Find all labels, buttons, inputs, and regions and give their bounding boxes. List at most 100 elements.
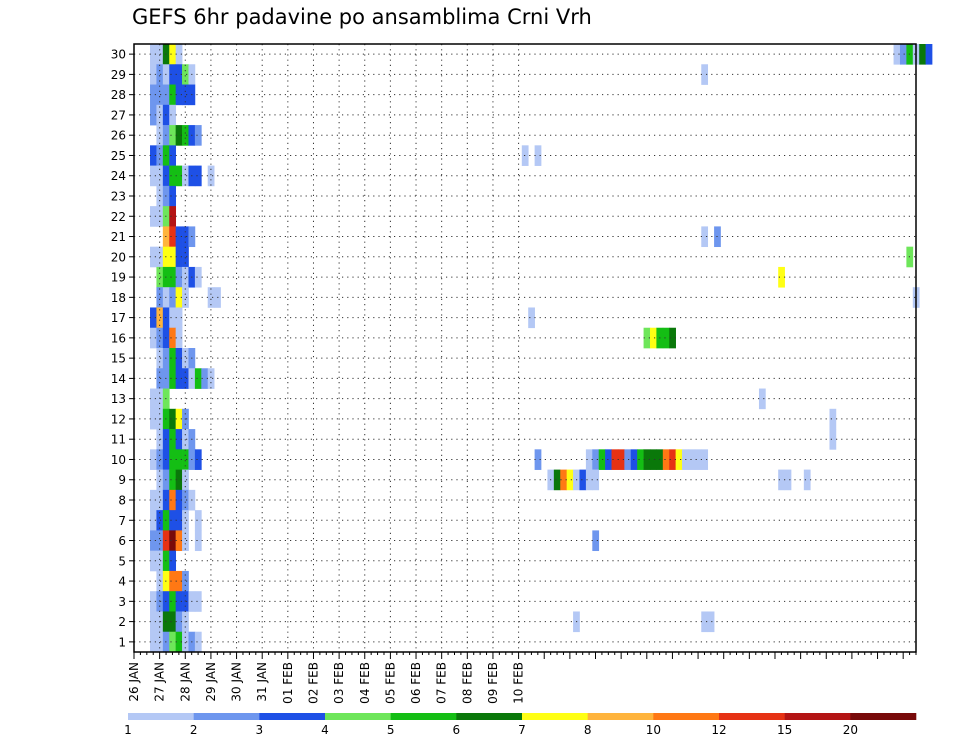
heatmap-cell (175, 266, 183, 288)
colorbar-label: 3 (256, 723, 264, 737)
y-tick-label: 26 (111, 129, 126, 143)
heatmap-cell (150, 64, 157, 85)
heatmap-cell (156, 246, 164, 268)
heatmap-cell (553, 469, 561, 491)
heatmap-cell (592, 469, 600, 491)
y-tick-label: 11 (111, 433, 126, 447)
grid-lines (134, 44, 916, 652)
heatmap-cell (175, 307, 183, 329)
heatmap-cell (829, 429, 837, 450)
heatmap-cell (169, 165, 177, 187)
heatmap-cell (169, 206, 177, 227)
heatmap-cell (592, 530, 600, 552)
y-tick-label: 4 (118, 575, 126, 589)
heatmap-cell (169, 489, 177, 511)
colorbar-swatch (456, 713, 523, 720)
heatmap-cell (169, 570, 177, 592)
heatmap-cell (175, 64, 183, 85)
x-tick-label: 28 JAN (178, 662, 192, 702)
colorbar-swatch (653, 713, 720, 720)
heatmap-cell (758, 388, 766, 410)
heatmap-cell (150, 206, 157, 227)
heatmap-cell (899, 44, 907, 65)
y-tick-label: 30 (111, 48, 126, 62)
heatmap-cell (150, 591, 157, 612)
heatmap-cell (175, 368, 183, 389)
heatmap-cell (624, 449, 632, 470)
x-tick-label: 10 FEB (512, 662, 526, 704)
heatmap-cell (585, 449, 593, 470)
heatmap-cell (175, 408, 183, 430)
y-tick-label: 12 (111, 412, 126, 426)
heatmap-cell (150, 408, 157, 430)
heatmap-cell (182, 469, 189, 491)
heatmap-cell (175, 429, 183, 450)
x-tick-label: 09 FEB (486, 662, 500, 704)
heatmap-cell (649, 327, 657, 349)
y-tick-label: 2 (118, 615, 126, 629)
heatmap-cell (829, 408, 837, 430)
x-tick-label: 08 FEB (460, 662, 474, 704)
heatmap-cell (150, 489, 157, 511)
colorbar-swatch (719, 713, 785, 720)
colorbar: 1 2 3 4 5 6 7 8 10 12 15 20 (124, 713, 917, 737)
y-tick-label: 23 (111, 190, 126, 204)
heatmap-cell (169, 307, 177, 329)
heatmap-cell (150, 84, 157, 106)
heatmap-cell (175, 246, 183, 268)
heatmap-cell (694, 449, 702, 470)
y-tick-label: 18 (111, 291, 126, 305)
heatmap-cell (182, 530, 189, 552)
y-tick-label: 21 (111, 230, 126, 244)
y-tick-label: 1 (118, 635, 126, 649)
heatmap-cell (528, 307, 535, 329)
heatmap-cell (182, 449, 189, 470)
heatmap-cell (169, 185, 177, 207)
heatmap-cell (156, 348, 164, 369)
heatmap-cell (169, 226, 177, 248)
heatmap-cell (182, 266, 189, 288)
heatmap-cell (156, 64, 164, 85)
heatmap-cell (182, 570, 189, 592)
heatmap-cell (207, 368, 215, 389)
heatmap-cell (150, 165, 157, 187)
heatmap-cell (156, 44, 164, 65)
heatmap-cell (150, 631, 157, 653)
heatmap-cell (778, 266, 785, 288)
heatmap-cell (156, 388, 164, 410)
heatmap-cell (156, 84, 164, 106)
heatmap-cell (925, 44, 933, 65)
y-tick-label: 16 (111, 331, 126, 345)
heatmap-cell (534, 449, 542, 470)
heatmap-cell (207, 287, 215, 308)
heatmap-cell (150, 611, 157, 633)
heatmap-cell (701, 449, 709, 470)
heatmap-cell (175, 570, 183, 592)
heatmap-cell (169, 266, 177, 288)
heatmap-cell (194, 125, 202, 146)
y-tick-label: 22 (111, 210, 126, 224)
heatmap-cell (175, 530, 183, 552)
heatmap-cell (169, 530, 177, 552)
colorbar-swatch (325, 713, 391, 720)
heatmap-cell (156, 570, 164, 592)
heatmap-cell (150, 388, 157, 410)
x-tick-label: 06 FEB (409, 662, 423, 704)
heatmap-cell (150, 145, 157, 166)
heatmap-cell (784, 469, 792, 491)
heatmap-cell (150, 510, 157, 531)
heatmap-cell (669, 327, 676, 349)
heatmap-cell (643, 449, 651, 470)
x-tick-label: 29 JAN (204, 662, 218, 702)
x-tick-label: 26 JAN (127, 662, 141, 702)
heatmap-cell (175, 631, 183, 653)
y-tick-label: 3 (118, 595, 126, 609)
heatmap-cell (169, 64, 177, 85)
heatmap-cell (701, 226, 709, 248)
heatmap-cell (169, 510, 177, 531)
heatmap-cell (579, 469, 587, 491)
x-tick-label: 01 FEB (281, 662, 295, 704)
heatmap-cell (156, 489, 164, 511)
heatmap-cell (150, 104, 157, 126)
heatmap-cell (649, 449, 657, 470)
